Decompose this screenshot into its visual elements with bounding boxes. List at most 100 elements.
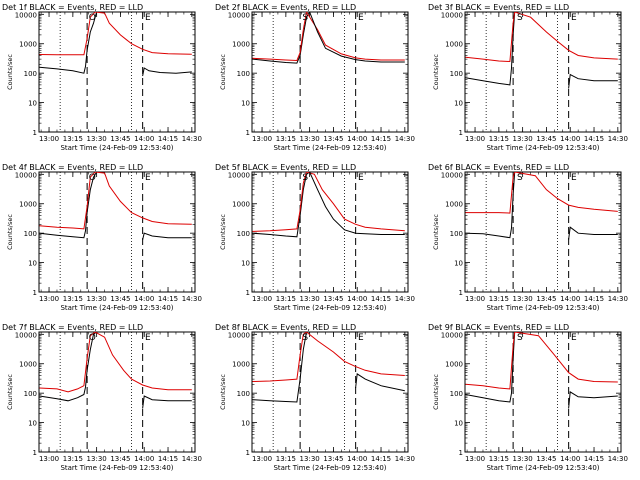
events-line (39, 12, 98, 74)
y-tick-label: 10 (241, 420, 250, 428)
y-tick-label: 10 (28, 260, 37, 268)
lld-line (465, 12, 618, 63)
x-axis-label: Start Time (24-Feb-09 12:53:40) (486, 464, 599, 472)
y-tick-label: 1000 (445, 41, 463, 49)
y-tick-label: 100 (450, 230, 463, 238)
x-tick-label: 13:15 (489, 455, 509, 463)
x-tick-label: 14:15 (371, 295, 391, 303)
x-tick-label: 13:15 (489, 295, 509, 303)
x-axis-label: Start Time (24-Feb-09 12:53:40) (273, 304, 386, 312)
y-tick-label: 100 (24, 70, 37, 78)
x-tick-label: 13:15 (63, 455, 83, 463)
panel-det-1f: Det 1f BLACK = Events, RED = LLD 1 10 100 10… (2, 3, 202, 152)
y-axis-label: Counts/sec (432, 54, 440, 90)
panel-title: Det 1f BLACK = Events, RED = LLD (2, 3, 143, 12)
marker-E: E (571, 173, 577, 183)
x-tick-label: 14:00 (347, 135, 367, 143)
x-axis-label: Start Time (24-Feb-09 12:53:40) (60, 464, 173, 472)
events-line (355, 373, 405, 392)
y-tick-label: 10000 (441, 331, 463, 339)
y-tick-label: 10000 (228, 11, 250, 19)
x-tick-label: 14:30 (608, 455, 628, 463)
x-tick-label: 13:00 (465, 455, 485, 463)
y-tick-label: 1000 (232, 361, 250, 369)
plot-frame (251, 331, 409, 453)
events-line (568, 391, 618, 409)
x-tick-label: 14:30 (608, 295, 628, 303)
events-line (39, 332, 97, 402)
marker-E: E (358, 13, 364, 23)
y-axis-label: Counts/sec (6, 54, 14, 90)
y-tick-label: 100 (450, 70, 463, 78)
plot-frame (251, 11, 409, 133)
y-tick-label: 100 (237, 70, 250, 78)
x-tick-label: 13:45 (110, 295, 130, 303)
x-tick-label: 13:15 (63, 295, 83, 303)
y-tick-label: 100 (237, 390, 250, 398)
x-tick-label: 14:00 (560, 135, 580, 143)
marker-O: O (89, 13, 96, 23)
panel-det-8f: Det 8f BLACK = Events, RED = LLD 1 10 100 10… (215, 323, 415, 472)
lld-line (465, 172, 618, 214)
x-tick-label: 14:00 (347, 455, 367, 463)
x-tick-label: 13:30 (300, 295, 320, 303)
y-tick-label: 10 (454, 420, 463, 428)
events-line (465, 332, 516, 403)
x-tick-label: 13:45 (323, 295, 343, 303)
x-axis-label: Start Time (24-Feb-09 12:53:40) (273, 464, 386, 472)
marker-E: E (358, 173, 364, 183)
y-tick-label: 10 (241, 260, 250, 268)
lld-line (39, 12, 192, 56)
x-tick-label: 14:30 (395, 135, 415, 143)
x-tick-label: 14:00 (134, 135, 154, 143)
x-tick-label: 13:00 (252, 455, 272, 463)
panel-title: Det 9f BLACK = Events, RED = LLD (428, 323, 569, 332)
x-tick-label: 14:00 (560, 295, 580, 303)
plot-frame (464, 11, 622, 133)
panel-det-7f: Det 7f BLACK = Events, RED = LLD 1 10 100 10… (2, 323, 202, 472)
events-line (252, 332, 307, 403)
lld-line (465, 332, 618, 390)
y-tick-label: 10 (241, 100, 250, 108)
y-axis-label: Counts/sec (6, 374, 14, 410)
x-tick-label: 13:15 (276, 455, 296, 463)
events-line (142, 232, 192, 240)
y-tick-label: 10000 (15, 331, 37, 339)
marker-E: E (571, 333, 577, 343)
x-tick-label: 13:45 (110, 135, 130, 143)
events-line (142, 395, 192, 409)
lld-line (39, 332, 192, 393)
events-line (309, 172, 405, 235)
x-tick-label: 13:30 (300, 135, 320, 143)
panel-det-4f: Det 4f BLACK = Events, RED = LLD 1 10 100 10… (2, 163, 202, 312)
y-tick-label: 1 (33, 129, 37, 137)
y-tick-label: 1000 (19, 201, 37, 209)
x-axis-label: Start Time (24-Feb-09 12:53:40) (273, 144, 386, 152)
y-tick-label: 1000 (445, 361, 463, 369)
marker-S: S (517, 333, 523, 343)
y-tick-label: 10 (28, 100, 37, 108)
events-line (39, 172, 98, 239)
x-tick-label: 14:15 (371, 455, 391, 463)
plot-frame (38, 171, 196, 293)
marker-S: S (517, 13, 523, 23)
y-tick-label: 1 (246, 449, 250, 457)
y-tick-label: 10 (454, 260, 463, 268)
events-line (252, 172, 310, 238)
marker-S: S (302, 333, 308, 343)
events-line (252, 12, 311, 64)
events-line (465, 12, 516, 86)
panel-det-5f: Det 5f BLACK = Events, RED = LLD 1 10 100 10… (215, 163, 415, 312)
x-tick-label: 13:15 (63, 135, 83, 143)
x-tick-label: 13:00 (252, 295, 272, 303)
plot-frame (251, 171, 409, 293)
lld-line (39, 172, 192, 230)
panel-title: Det 5f BLACK = Events, RED = LLD (215, 163, 356, 172)
y-axis-label: Counts/sec (219, 214, 227, 250)
events-line (465, 172, 516, 239)
x-tick-label: 14:15 (584, 455, 604, 463)
panel-title: Det 8f BLACK = Events, RED = LLD (215, 323, 356, 332)
x-tick-label: 13:15 (276, 135, 296, 143)
y-tick-label: 1 (246, 289, 250, 297)
